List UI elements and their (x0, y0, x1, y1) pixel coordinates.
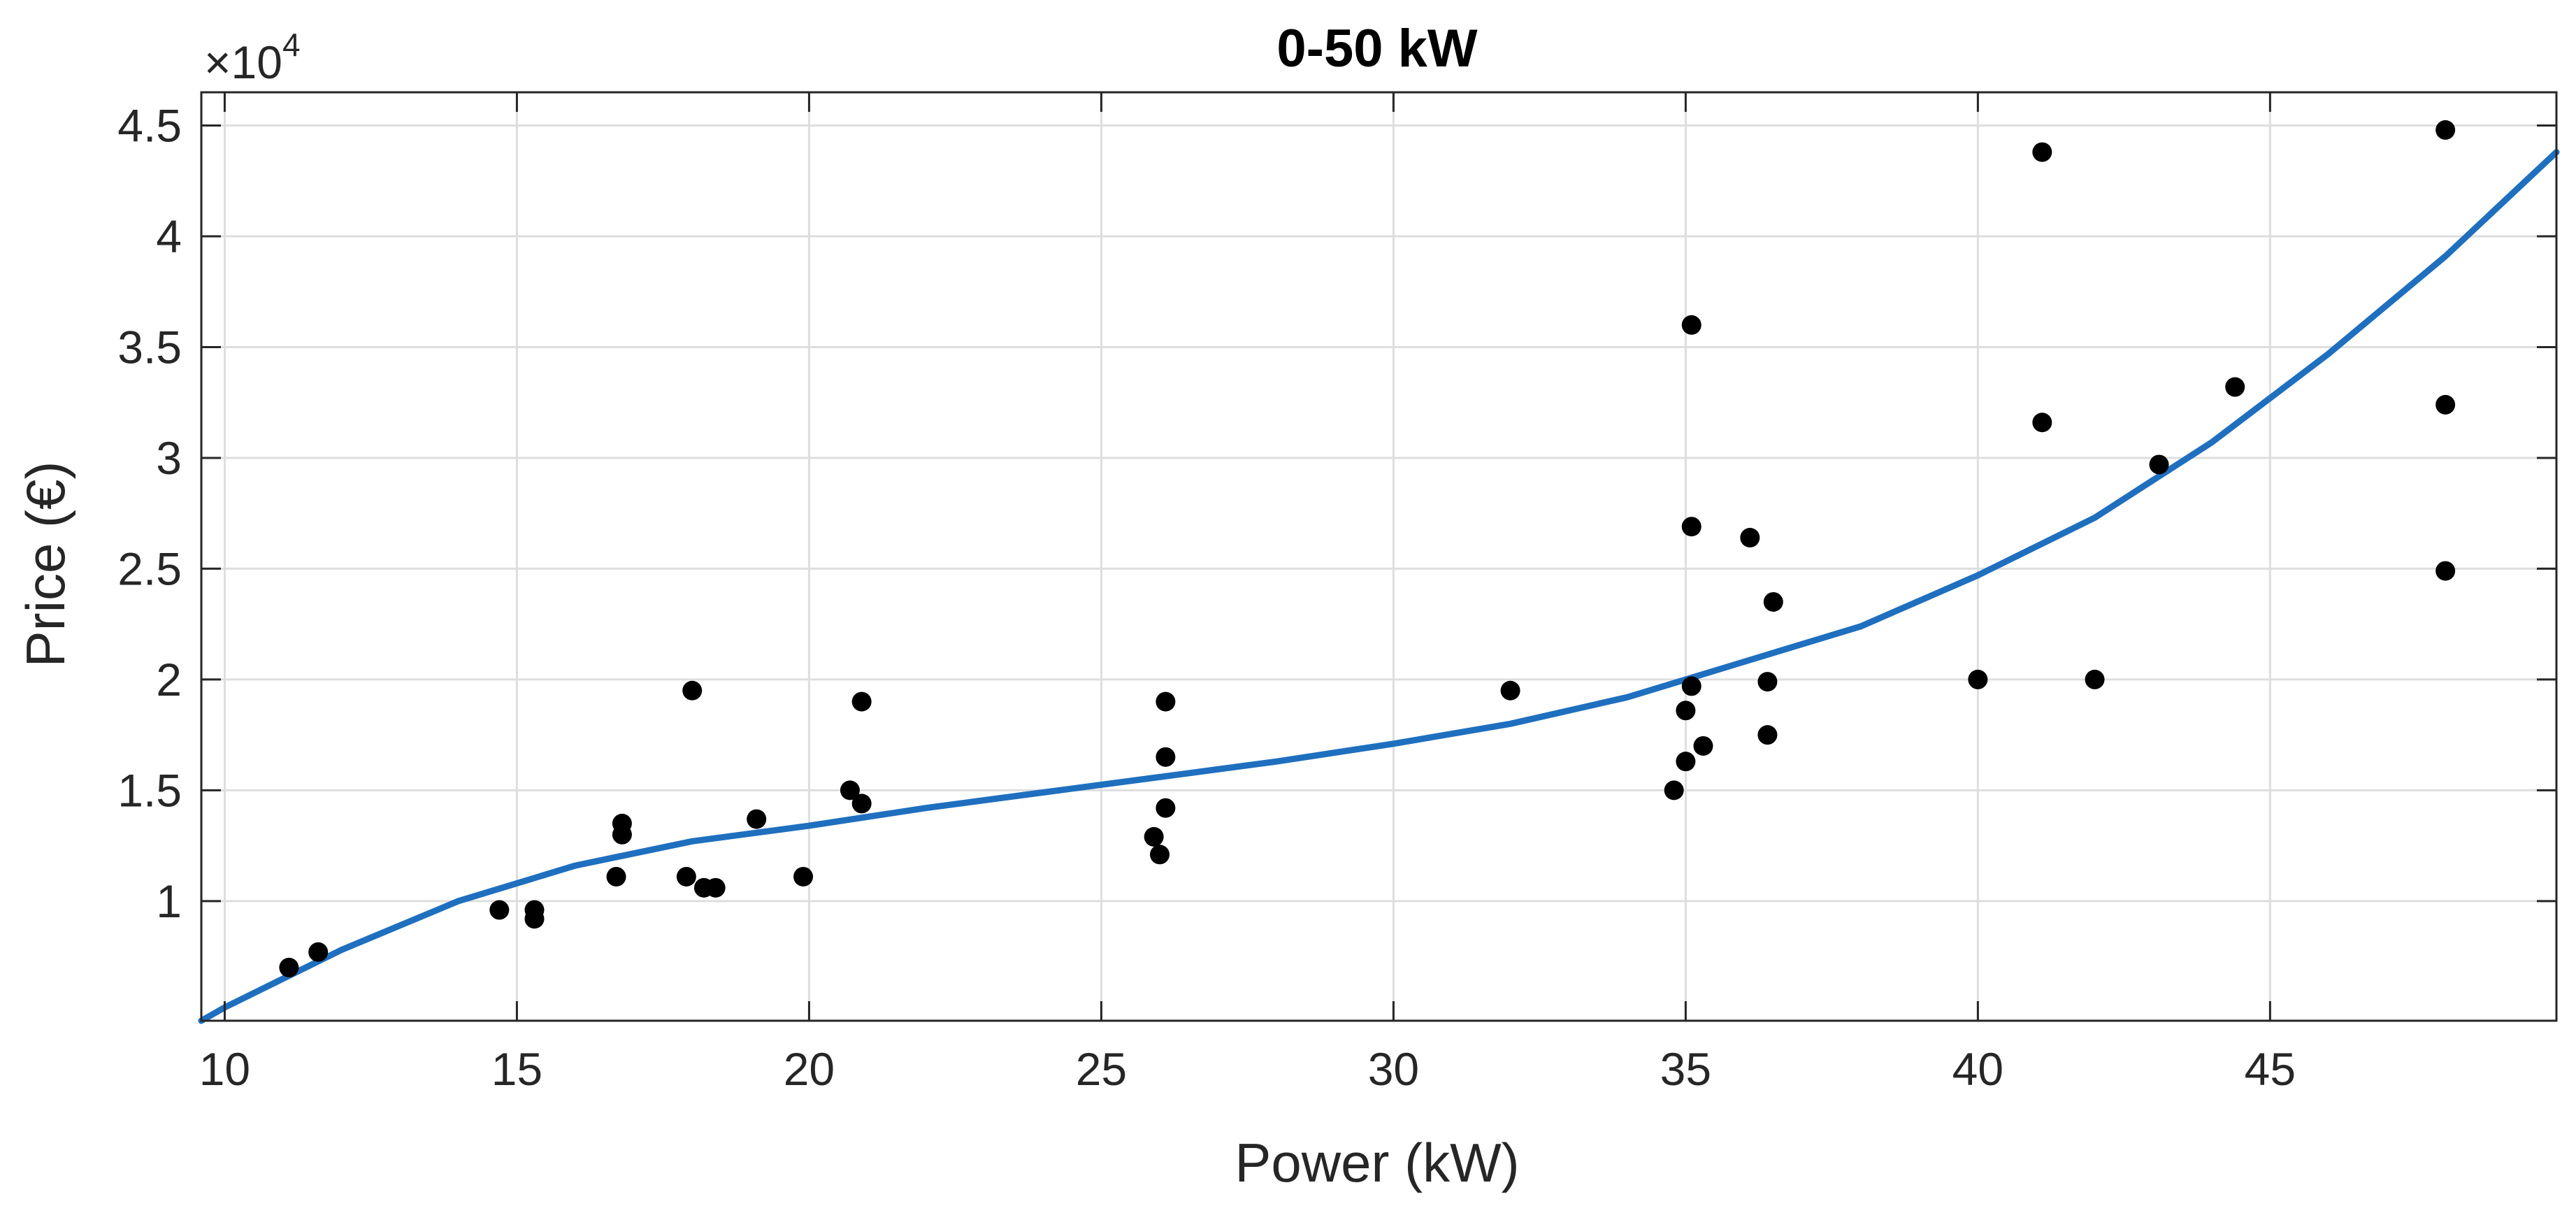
data-point (1156, 747, 1176, 767)
data-point (1693, 735, 1713, 756)
x-tick-label: 30 (1368, 1043, 1419, 1095)
data-point (524, 900, 545, 920)
data-point (612, 813, 632, 833)
data-point (1144, 826, 1164, 847)
y-tick-label: 2 (156, 654, 182, 705)
chart-title: 0-50 kW (1276, 19, 1477, 78)
data-point (747, 809, 767, 829)
data-point (1757, 725, 1778, 745)
data-point (682, 680, 703, 701)
data-point (2435, 561, 2456, 581)
data-point (2435, 394, 2456, 415)
data-point (840, 780, 860, 801)
y-tick-label: 1 (156, 875, 182, 927)
data-point (308, 942, 329, 962)
data-point (489, 900, 510, 920)
data-point (2149, 454, 2169, 475)
x-tick-label: 25 (1076, 1043, 1127, 1095)
fit-curve-layer (198, 149, 2560, 1024)
plot-frame (200, 91, 2558, 1022)
data-point (1676, 701, 1696, 721)
x-tick-label: 15 (491, 1043, 542, 1095)
data-point (676, 866, 696, 887)
y-multiplier-label: ×104 (204, 27, 301, 88)
x-axis-label: Power (kW) (1235, 1132, 1519, 1193)
x-tick-label: 40 (1952, 1043, 2003, 1095)
data-point (851, 691, 872, 712)
data-point (1500, 680, 1520, 701)
x-tick-labels: 10 15 20 25 30 35 40 45 (199, 1043, 2296, 1095)
data-point (1156, 691, 1176, 712)
data-point (1664, 780, 1684, 801)
data-point (279, 957, 299, 977)
data-point (1681, 676, 1701, 696)
data-point (606, 866, 626, 887)
y-multiplier-prefix: ×10 (204, 36, 282, 88)
data-point (793, 866, 814, 887)
data-point (1681, 517, 1701, 537)
x-tick-label: 45 (2245, 1043, 2296, 1095)
data-point (1150, 845, 1170, 865)
data-point (2032, 412, 2052, 433)
axis-ticks (201, 92, 2556, 1021)
x-tick-label: 35 (1660, 1043, 1711, 1095)
data-point (1968, 669, 1988, 689)
data-points-layer (279, 120, 2456, 977)
data-point (1676, 752, 1696, 772)
y-axis-label: Price (€) (15, 461, 76, 668)
data-point (1681, 315, 1701, 335)
data-point (1757, 672, 1778, 692)
fit-curve (198, 149, 2560, 1024)
y-tick-label: 4.5 (117, 100, 182, 152)
data-point (1763, 591, 1783, 612)
data-point (1156, 798, 1176, 818)
y-tick-label: 4 (156, 210, 182, 262)
data-point (851, 794, 872, 814)
y-tick-label: 3.5 (117, 321, 182, 373)
data-point (705, 877, 726, 898)
data-point (2435, 120, 2456, 140)
y-tick-label: 3 (156, 432, 182, 484)
data-point (2085, 669, 2105, 689)
x-tick-label: 10 (199, 1043, 250, 1095)
y-tick-label: 2.5 (117, 543, 182, 594)
data-point (2032, 142, 2052, 162)
y-tick-label: 1.5 (117, 764, 182, 816)
data-point (2225, 377, 2245, 397)
y-multiplier-exponent: 4 (282, 27, 301, 63)
data-point (1740, 528, 1760, 548)
y-tick-labels: 1 1.5 2 2.5 3 3.5 4 4.5 (117, 100, 182, 927)
x-tick-label: 20 (784, 1043, 835, 1095)
